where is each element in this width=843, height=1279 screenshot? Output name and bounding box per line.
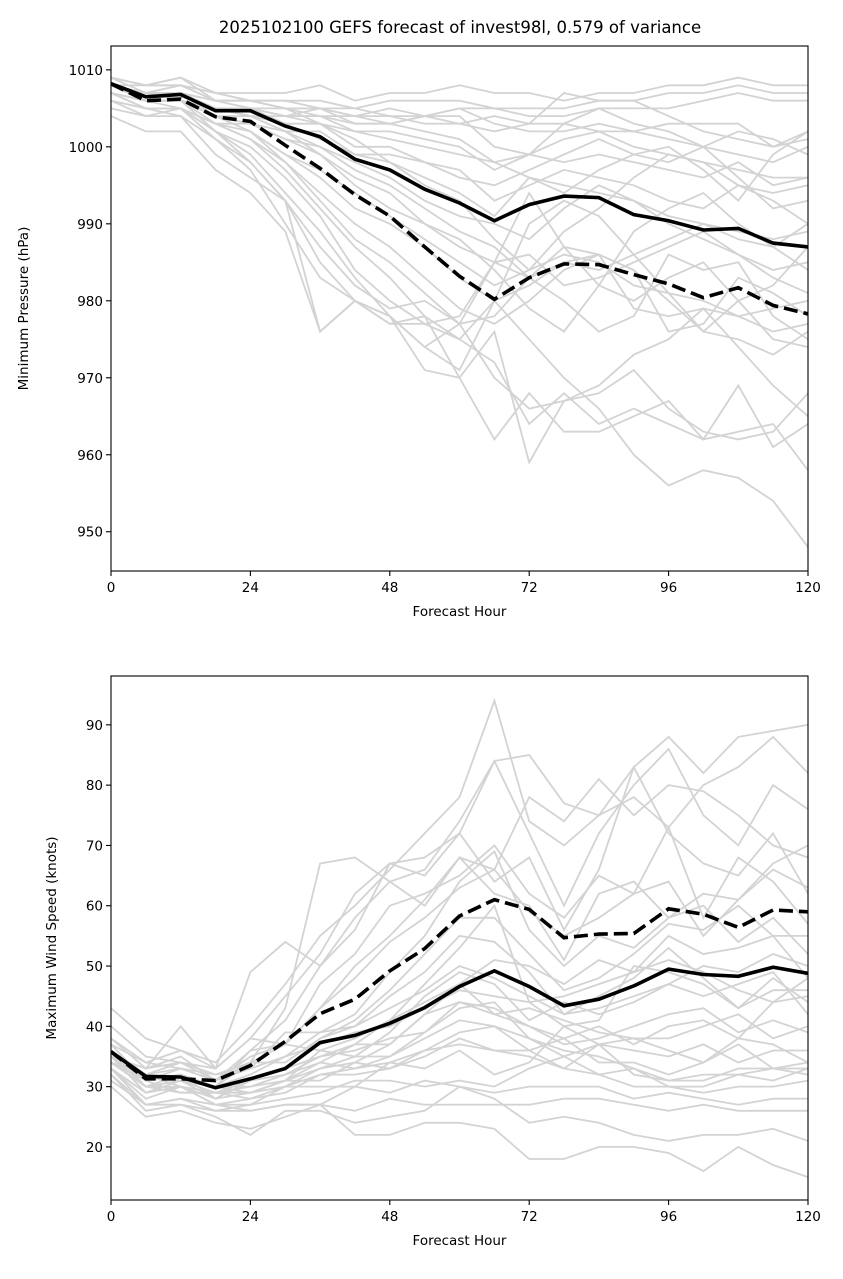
- wind-x-tick-label: 24: [242, 1209, 259, 1225]
- pressure-panel: 0 24 48 72 96 120 950 960 970 980 990 1000 1010 For…: [16, 45, 821, 620]
- wind-member-line: [111, 1067, 808, 1142]
- wind-y-ticks: 20 30 40 50 60 70 80 90: [86, 718, 111, 1156]
- wind-member-line: [111, 1025, 808, 1106]
- pressure-x-tick-label: 96: [660, 580, 677, 596]
- wind-summary-lines: [111, 897, 808, 1090]
- pressure-member-line: [111, 92, 808, 471]
- pressure-y-tick-label: 970: [77, 371, 103, 387]
- pressure-member-line: [111, 99, 808, 279]
- wind-y-tick-label: 30: [86, 1080, 103, 1096]
- wind-y-axis-label: Maximum Wind Speed (knots): [44, 836, 60, 1039]
- wind-member-line: [111, 1085, 808, 1178]
- wind-member-line: [111, 764, 808, 1070]
- wind-member-line: [111, 959, 808, 1076]
- pressure-x-axis-label: Forecast Hour: [413, 604, 507, 620]
- wind-x-tick-label: 48: [381, 1209, 398, 1225]
- wind-y-tick-label: 70: [86, 838, 103, 854]
- pressure-member-line: [111, 84, 808, 272]
- pressure-member-line: [111, 76, 808, 156]
- wind-axes-frame: [110, 675, 809, 1201]
- wind-y-tick-label: 90: [86, 718, 103, 734]
- wind-member-line: [111, 1055, 808, 1112]
- wind-member-line: [111, 1043, 808, 1094]
- wind-member-line: [111, 844, 808, 1088]
- pressure-mean-line: [111, 82, 808, 249]
- pressure-x-tick-label: 48: [381, 580, 398, 596]
- pressure-y-tick-label: 960: [77, 448, 103, 464]
- pressure-y-tick-label: 980: [77, 294, 103, 310]
- wind-member-line: [111, 1073, 808, 1112]
- wind-x-tick-label: 96: [660, 1209, 677, 1225]
- pressure-member-line: [111, 92, 808, 187]
- pressure-member-line: [111, 76, 808, 102]
- wind-member-line: [111, 904, 808, 1082]
- pressure-member-line: [111, 84, 808, 110]
- pressure-x-tick-label: 72: [521, 580, 538, 596]
- wind-y-tick-label: 20: [86, 1140, 103, 1156]
- wind-member-line: [111, 1001, 808, 1100]
- pressure-member-line: [111, 84, 808, 417]
- wind-member-line: [111, 1079, 808, 1112]
- pressure-y-axis-label: Minimum Pressure (hPa): [16, 227, 32, 391]
- wind-x-ticks: 0 24 48 72 96 120: [107, 1200, 821, 1225]
- wind-member-line: [111, 1037, 808, 1106]
- pressure-member-lines: [111, 76, 808, 548]
- wind-member-line: [111, 777, 808, 1076]
- pressure-member-line: [111, 99, 808, 341]
- wind-member-line: [111, 1019, 808, 1094]
- wind-y-tick-label: 50: [86, 959, 103, 975]
- chart-title: 2025102100 GEFS forecast of invest98l, 0…: [219, 18, 701, 37]
- pressure-member-line: [111, 107, 808, 465]
- pressure-x-tick-label: 0: [107, 580, 116, 596]
- pressure-y-tick-label: 1000: [69, 140, 103, 156]
- wind-member-line: [111, 1025, 808, 1094]
- pressure-summary-lines: [111, 82, 808, 316]
- pressure-weighted-line: [111, 82, 808, 316]
- pressure-member-line: [111, 84, 808, 203]
- wind-y-tick-label: 80: [86, 778, 103, 794]
- pressure-y-tick-label: 990: [77, 217, 103, 233]
- pressure-y-tick-label: 1010: [69, 63, 103, 79]
- pressure-member-line: [111, 115, 808, 548]
- wind-member-line: [111, 971, 808, 1094]
- wind-member-line: [111, 825, 808, 1070]
- pressure-x-ticks: 0 24 48 72 96 120: [107, 571, 821, 596]
- wind-x-tick-label: 72: [521, 1209, 538, 1225]
- wind-y-tick-label: 40: [86, 1019, 103, 1035]
- wind-member-lines: [111, 697, 808, 1178]
- wind-member-line: [111, 697, 808, 1064]
- wind-mean-line: [111, 965, 808, 1090]
- wind-panel: 0 24 48 72 96 120 20 30 40 50 60 70 80 90 Forecast H…: [44, 675, 821, 1249]
- pressure-member-line: [111, 84, 808, 356]
- wind-y-tick-label: 60: [86, 899, 103, 915]
- wind-x-tick-label: 120: [795, 1209, 821, 1225]
- pressure-member-line: [111, 84, 808, 210]
- pressure-y-tick-label: 950: [77, 525, 103, 541]
- wind-weighted-line: [111, 897, 808, 1083]
- wind-x-axis-label: Forecast Hour: [413, 1233, 507, 1249]
- pressure-axes-frame: [110, 45, 809, 572]
- wind-x-tick-label: 0: [107, 1209, 116, 1225]
- pressure-x-tick-label: 24: [242, 580, 259, 596]
- wind-member-line: [111, 735, 808, 1070]
- pressure-x-tick-label: 120: [795, 580, 821, 596]
- pressure-y-ticks: 950 960 970 980 990 1000 1010: [69, 63, 111, 541]
